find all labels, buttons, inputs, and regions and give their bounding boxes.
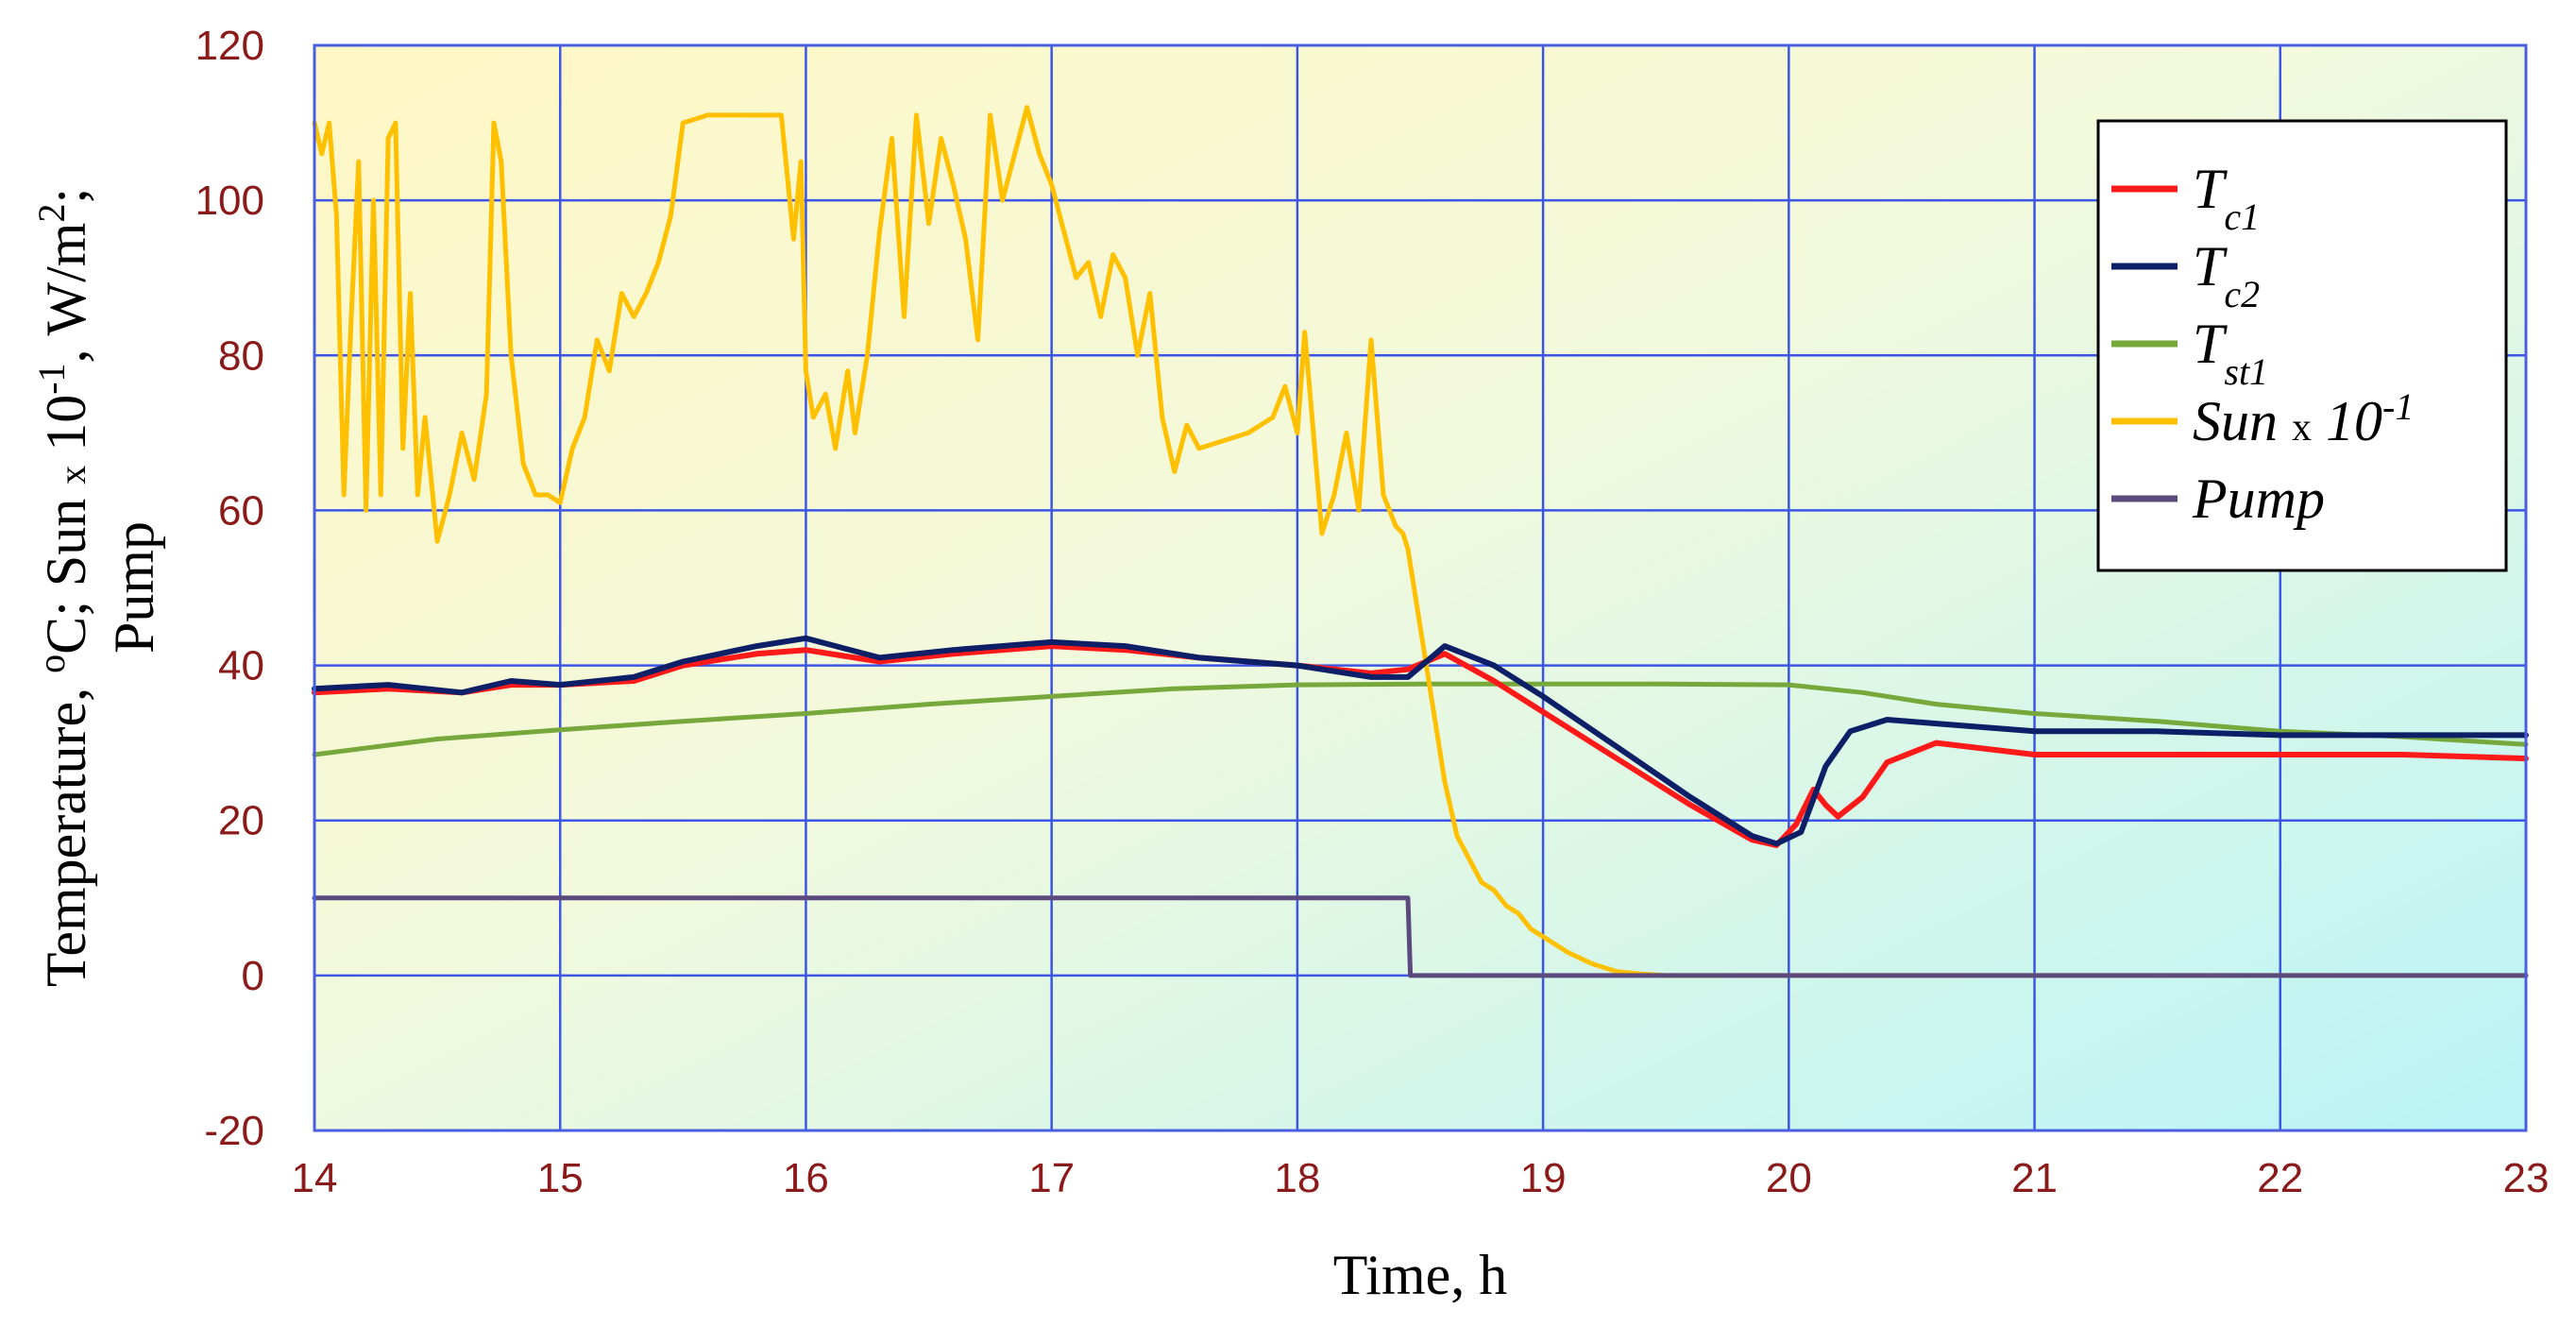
series-layer [312, 105, 2529, 978]
x-tick-label: 19 [1520, 1155, 1567, 1201]
x-tick-label: 18 [1274, 1155, 1320, 1201]
series-line-tst1 [312, 681, 2529, 757]
y-tick-label: 120 [195, 23, 264, 69]
legend-label: Tc2 [2193, 235, 2260, 315]
x-tick-label: 20 [1766, 1155, 1812, 1201]
x-tick-label: 17 [1028, 1155, 1075, 1201]
y-tick-labels: 120 100 80 60 40 20 0 -20 [195, 23, 264, 1154]
series-line-tc1 [312, 643, 2529, 848]
legend-label: Sun x 10-1 [2193, 385, 2414, 453]
plot-frame [313, 43, 2528, 1132]
y-tick-label: 0 [242, 953, 264, 999]
x-tick-label: 16 [783, 1155, 829, 1201]
series-line-sun [312, 105, 2529, 978]
y-axis-title: Temperature, oC; Sun x 10-1, W/m2; Pump [30, 188, 166, 987]
y-axis-title-line2: Pump [103, 521, 165, 654]
legend-label: Tst1 [2193, 313, 2268, 393]
y-tick-label: 40 [218, 643, 264, 689]
y-tick-label: 60 [218, 487, 264, 534]
y-tick-label: 100 [195, 178, 264, 224]
x-tick-label: 23 [2503, 1155, 2550, 1201]
x-tick-labels: 14 15 16 17 18 19 20 21 22 23 [292, 1155, 2550, 1201]
x-tick-label: 14 [292, 1155, 338, 1201]
x-tick-label: 22 [2257, 1155, 2303, 1201]
legend-label: Pump [2192, 468, 2325, 530]
y-tick-label: 20 [218, 798, 264, 844]
y-tick-label: -20 [204, 1108, 264, 1154]
x-tick-label: 21 [2011, 1155, 2058, 1201]
y-tick-label: 80 [218, 332, 264, 379]
x-tick-label: 15 [537, 1155, 584, 1201]
y-axis-title-line1: Temperature, oC; Sun x 10-1, W/m2; [30, 188, 98, 987]
legend-label: Tc1 [2193, 158, 2260, 238]
series-line-pump [312, 895, 2529, 978]
x-axis-title: Time, h [1333, 1244, 1508, 1306]
series-line-tc2 [312, 635, 2529, 847]
